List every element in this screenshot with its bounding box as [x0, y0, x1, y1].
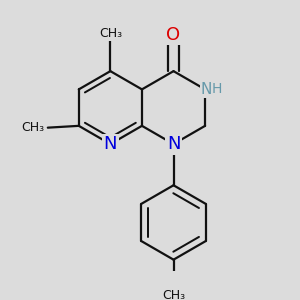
Text: CH₃: CH₃ [99, 27, 122, 40]
Text: H: H [212, 82, 222, 96]
Text: CH₃: CH₃ [22, 121, 45, 134]
Text: CH₃: CH₃ [162, 289, 185, 300]
Text: N: N [103, 135, 117, 153]
Text: N: N [167, 135, 180, 153]
Text: N: N [201, 82, 212, 97]
Text: O: O [167, 26, 181, 44]
